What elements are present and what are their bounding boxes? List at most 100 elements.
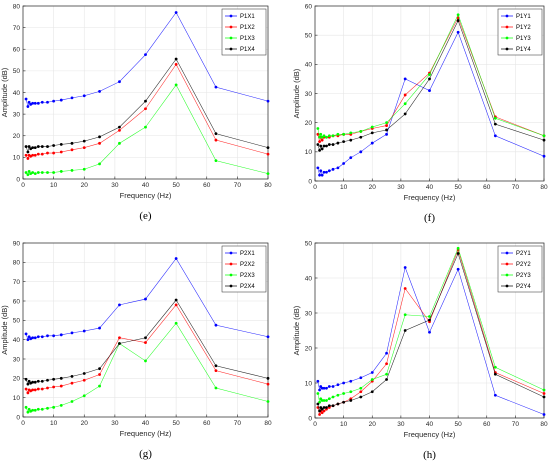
data-point bbox=[322, 406, 326, 409]
legend-swatch-marker bbox=[505, 14, 509, 18]
data-point bbox=[98, 141, 101, 145]
x-tick-label: 0 bbox=[313, 184, 317, 191]
data-point bbox=[36, 101, 40, 105]
y-tick-label: 20 bbox=[305, 345, 313, 352]
data-point bbox=[266, 382, 270, 386]
data-point bbox=[359, 376, 363, 380]
y-tick-label: 0 bbox=[16, 414, 20, 421]
data-point bbox=[327, 143, 331, 146]
data-point bbox=[319, 169, 323, 173]
data-point bbox=[456, 267, 460, 271]
series-P2X3 bbox=[24, 321, 270, 414]
data-point bbox=[46, 145, 49, 148]
legend-swatch-marker bbox=[505, 251, 509, 255]
data-point bbox=[214, 364, 218, 368]
data-point bbox=[349, 156, 353, 160]
data-point bbox=[52, 144, 56, 147]
y-tick-label: 20 bbox=[13, 376, 21, 383]
data-point bbox=[359, 390, 363, 394]
data-point bbox=[59, 384, 63, 388]
data-point bbox=[70, 96, 74, 100]
data-point bbox=[385, 372, 388, 376]
data-point bbox=[319, 144, 323, 148]
y-tick-label: 60 bbox=[305, 3, 313, 10]
data-point bbox=[24, 332, 28, 336]
series-P1X4 bbox=[24, 57, 270, 154]
data-point bbox=[31, 388, 35, 392]
x-tick-label: 20 bbox=[81, 182, 89, 189]
data-point bbox=[331, 404, 335, 408]
y-tick-label: 30 bbox=[305, 91, 313, 98]
data-point bbox=[40, 387, 44, 391]
data-point bbox=[70, 375, 74, 378]
data-point bbox=[31, 171, 35, 174]
data-point bbox=[214, 85, 218, 89]
data-point bbox=[318, 388, 321, 392]
data-point bbox=[320, 147, 324, 151]
x-tick-label: 70 bbox=[234, 182, 242, 189]
data-point bbox=[542, 413, 546, 416]
data-point bbox=[336, 402, 340, 406]
x-tick-label: 10 bbox=[50, 420, 58, 427]
data-point bbox=[144, 297, 147, 301]
legend-swatch-marker bbox=[229, 262, 233, 266]
data-point bbox=[385, 351, 388, 355]
x-tick-label: 60 bbox=[203, 182, 211, 189]
x-axis-label: Frequency (Hz) bbox=[120, 191, 172, 200]
data-point bbox=[31, 101, 35, 105]
data-point bbox=[331, 385, 335, 388]
legend-swatch-marker bbox=[505, 262, 509, 266]
data-point bbox=[322, 170, 326, 174]
series-P1Y3 bbox=[316, 13, 546, 139]
legend: P1X1 P1X2 P1X3 P1X4 bbox=[221, 8, 267, 56]
data-point bbox=[33, 172, 37, 175]
data-point bbox=[31, 408, 35, 412]
y-tick-label: 10 bbox=[305, 380, 313, 387]
data-point bbox=[456, 19, 460, 22]
x-tick-label: 30 bbox=[111, 420, 119, 427]
data-point bbox=[325, 399, 328, 402]
data-point bbox=[214, 159, 218, 163]
legend-label: P2Y1 bbox=[516, 251, 531, 257]
legend-label: P1Y2 bbox=[516, 25, 531, 31]
data-point bbox=[174, 62, 178, 66]
x-tick-label: 30 bbox=[397, 184, 405, 191]
x-tick-label: 70 bbox=[512, 184, 520, 191]
x-tick-label: 50 bbox=[455, 184, 463, 191]
data-point bbox=[359, 395, 363, 399]
data-point bbox=[385, 132, 388, 136]
data-point bbox=[70, 148, 74, 152]
data-point bbox=[174, 303, 178, 307]
data-point bbox=[325, 386, 328, 390]
data-point bbox=[24, 387, 28, 391]
data-point bbox=[325, 406, 328, 409]
data-point bbox=[320, 407, 324, 411]
y-tick-label: 70 bbox=[13, 279, 21, 286]
data-point bbox=[98, 326, 101, 330]
data-point bbox=[52, 405, 56, 409]
x-tick-label: 40 bbox=[426, 421, 434, 428]
chart-2: 0 10 20 30 40 50 60 70 80 0 10 20 30 40 50 60 Frequency … bbox=[292, 3, 548, 224]
x-tick-label: 30 bbox=[111, 182, 119, 189]
panel-label: (e) bbox=[139, 210, 152, 222]
data-point bbox=[342, 392, 346, 395]
data-point bbox=[27, 100, 31, 104]
data-point bbox=[542, 154, 546, 158]
x-tick-label: 40 bbox=[426, 184, 434, 191]
data-point bbox=[370, 125, 374, 129]
data-point bbox=[214, 386, 218, 390]
panel-label: (h) bbox=[423, 449, 436, 461]
data-point bbox=[318, 400, 321, 404]
y-axis-label: Amplitude (dB) bbox=[0, 67, 9, 117]
y-tick-label: 60 bbox=[13, 298, 21, 305]
x-tick-label: 50 bbox=[173, 182, 181, 189]
data-point bbox=[403, 287, 407, 290]
data-point bbox=[98, 90, 101, 93]
data-point bbox=[174, 57, 178, 61]
x-tick-label: 20 bbox=[81, 420, 89, 427]
data-point bbox=[36, 407, 40, 411]
data-point bbox=[27, 145, 31, 148]
data-point bbox=[98, 162, 101, 166]
x-tick-label: 10 bbox=[340, 184, 348, 191]
data-point bbox=[370, 390, 374, 394]
